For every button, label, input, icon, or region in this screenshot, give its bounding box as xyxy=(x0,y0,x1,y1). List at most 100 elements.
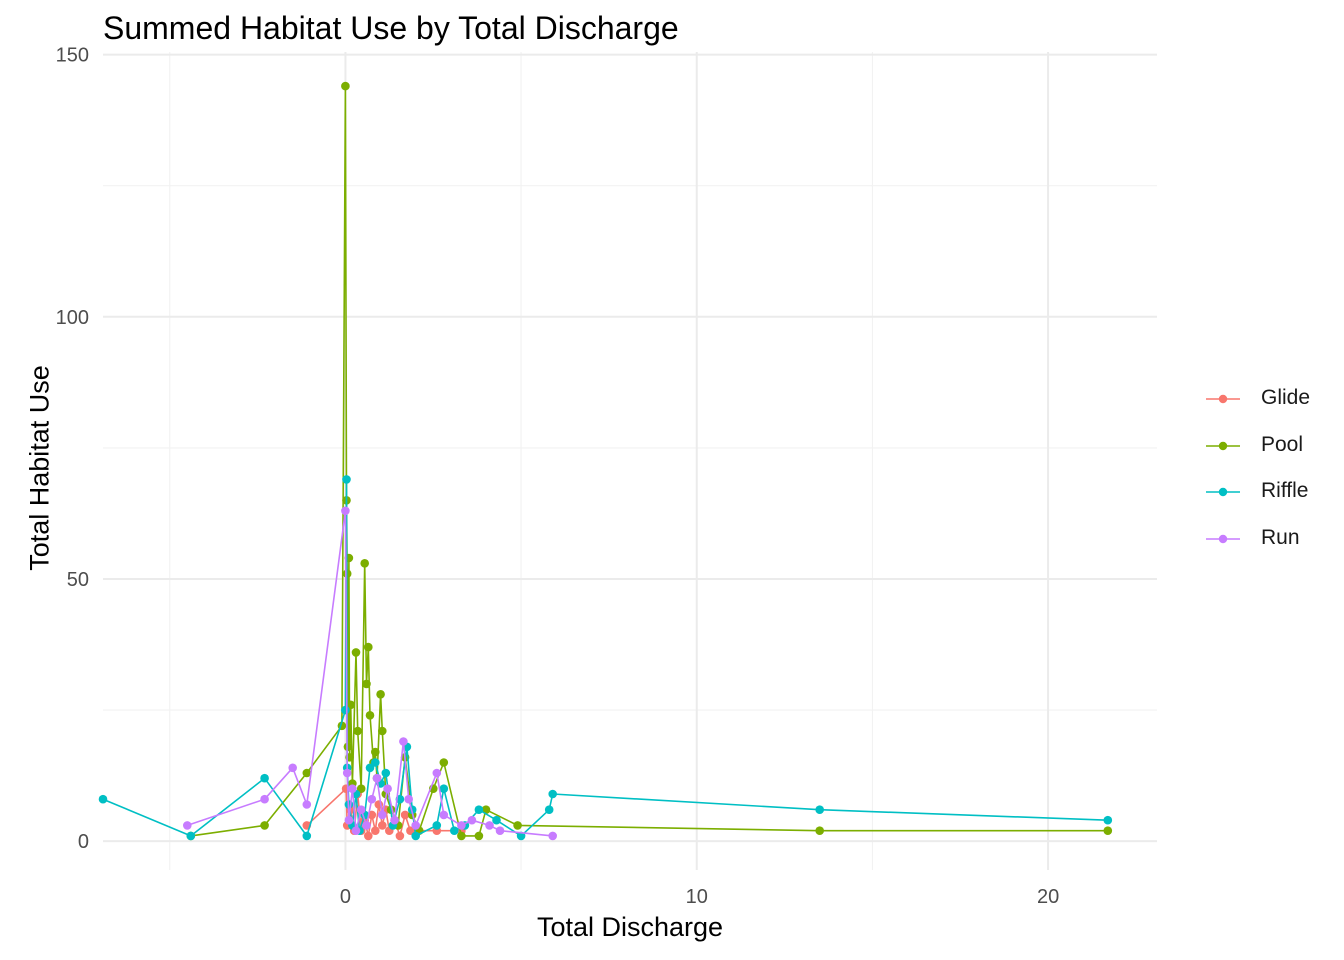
legend-dot-pool xyxy=(1218,441,1228,450)
y-tick-label: 50 xyxy=(67,569,89,591)
data-point-pool xyxy=(376,690,385,699)
series-riffle xyxy=(98,475,1113,841)
data-point-riffle xyxy=(492,815,501,825)
x-tick-label: 0 xyxy=(340,886,351,908)
legend-dot-glide xyxy=(1218,394,1228,404)
y-tick-label: 100 xyxy=(56,307,89,329)
data-point-pool xyxy=(302,768,312,778)
legend-key-glide xyxy=(1206,394,1240,404)
data-point-riffle xyxy=(432,821,442,830)
x-axis-label: Total Discharge xyxy=(536,912,724,942)
data-point-pool xyxy=(457,831,466,841)
series-layer xyxy=(98,81,1113,841)
axis-ticks: 0 10 20 0 50 100 150 xyxy=(56,45,1060,908)
data-point-pool xyxy=(260,821,269,830)
data-point-riffle xyxy=(439,784,449,793)
data-point-glide xyxy=(406,826,415,835)
data-point-pool xyxy=(378,726,387,736)
data-point-riffle xyxy=(1103,815,1113,825)
data-point-glide xyxy=(395,831,405,841)
data-point-glide xyxy=(378,821,387,830)
series-line-pool xyxy=(190,85,1108,837)
legend-label-run: Run xyxy=(1261,525,1300,549)
data-point-run xyxy=(404,794,414,804)
series-run xyxy=(183,506,557,841)
grid-lines xyxy=(103,52,1157,870)
data-point-riffle xyxy=(371,758,380,767)
legend-label-pool: Pool xyxy=(1261,432,1304,456)
data-point-riffle xyxy=(815,805,824,814)
data-point-riffle xyxy=(381,768,391,778)
data-point-pool xyxy=(360,559,370,568)
data-point-run xyxy=(344,815,354,825)
data-point-run xyxy=(378,810,387,820)
legend-label-riffle: Riffle xyxy=(1261,479,1309,502)
data-point-run xyxy=(362,821,371,830)
data-point-run xyxy=(411,821,421,830)
data-point-run xyxy=(342,768,352,778)
legend-key-riffle xyxy=(1206,487,1240,497)
data-point-run xyxy=(383,784,392,793)
data-point-pool xyxy=(353,726,363,736)
data-point-run xyxy=(485,821,494,830)
legend-dot-run xyxy=(1218,534,1228,543)
data-point-run xyxy=(356,805,366,814)
data-point-run xyxy=(302,800,312,809)
data-point-glide xyxy=(371,826,380,835)
data-point-pool xyxy=(356,784,366,793)
data-point-run xyxy=(367,794,377,804)
series-line-riffle xyxy=(102,478,1108,837)
x-tick-label: 20 xyxy=(1037,886,1059,908)
y-tick-label: 150 xyxy=(56,45,89,67)
series-pool xyxy=(186,81,1113,841)
data-point-run xyxy=(183,821,192,830)
legend-key-run xyxy=(1206,534,1240,543)
data-point-riffle xyxy=(474,805,484,814)
data-point-run xyxy=(351,826,361,835)
data-point-run xyxy=(341,506,350,516)
data-point-glide xyxy=(400,810,410,820)
data-point-riffle xyxy=(341,705,350,715)
data-point-run xyxy=(348,784,357,793)
data-point-run xyxy=(399,737,408,746)
data-point-pool xyxy=(364,642,373,652)
x-tick-label: 10 xyxy=(686,886,708,908)
y-tick-label: 0 xyxy=(78,831,89,853)
series-line-run xyxy=(187,509,553,837)
data-point-run xyxy=(548,831,557,841)
data-point-pool xyxy=(371,747,380,757)
data-point-run xyxy=(457,821,466,830)
data-point-glide xyxy=(364,831,373,841)
data-point-pool xyxy=(474,831,484,841)
chart-title: Summed Habitat Use by Total Discharge xyxy=(103,10,679,46)
data-point-riffle xyxy=(260,773,269,783)
y-axis-label: Total Habitat Use xyxy=(24,365,55,571)
data-point-run xyxy=(432,768,442,778)
data-point-riffle xyxy=(544,805,554,814)
data-point-run xyxy=(439,810,449,820)
data-point-riffle xyxy=(186,831,196,841)
data-point-riffle xyxy=(365,763,375,773)
data-point-pool xyxy=(1103,826,1113,835)
legend-dot-riffle xyxy=(1218,487,1228,497)
data-point-run xyxy=(495,826,505,835)
data-point-run xyxy=(260,794,269,804)
data-point-run xyxy=(467,815,477,825)
data-point-pool xyxy=(346,700,356,710)
data-point-pool xyxy=(351,648,361,657)
data-point-pool xyxy=(513,821,522,830)
data-point-pool xyxy=(362,679,371,689)
data-point-pool xyxy=(815,826,824,835)
data-point-pool xyxy=(365,711,375,720)
data-point-run xyxy=(390,815,399,825)
legend-key-pool xyxy=(1206,441,1240,450)
data-point-riffle xyxy=(98,794,108,804)
data-point-riffle xyxy=(411,831,421,841)
data-point-pool xyxy=(439,758,449,767)
data-point-run xyxy=(372,773,382,783)
data-point-riffle xyxy=(548,789,557,799)
data-point-run xyxy=(288,763,298,773)
legend-label-glide: Glide xyxy=(1261,386,1311,409)
data-point-riffle xyxy=(342,475,351,484)
